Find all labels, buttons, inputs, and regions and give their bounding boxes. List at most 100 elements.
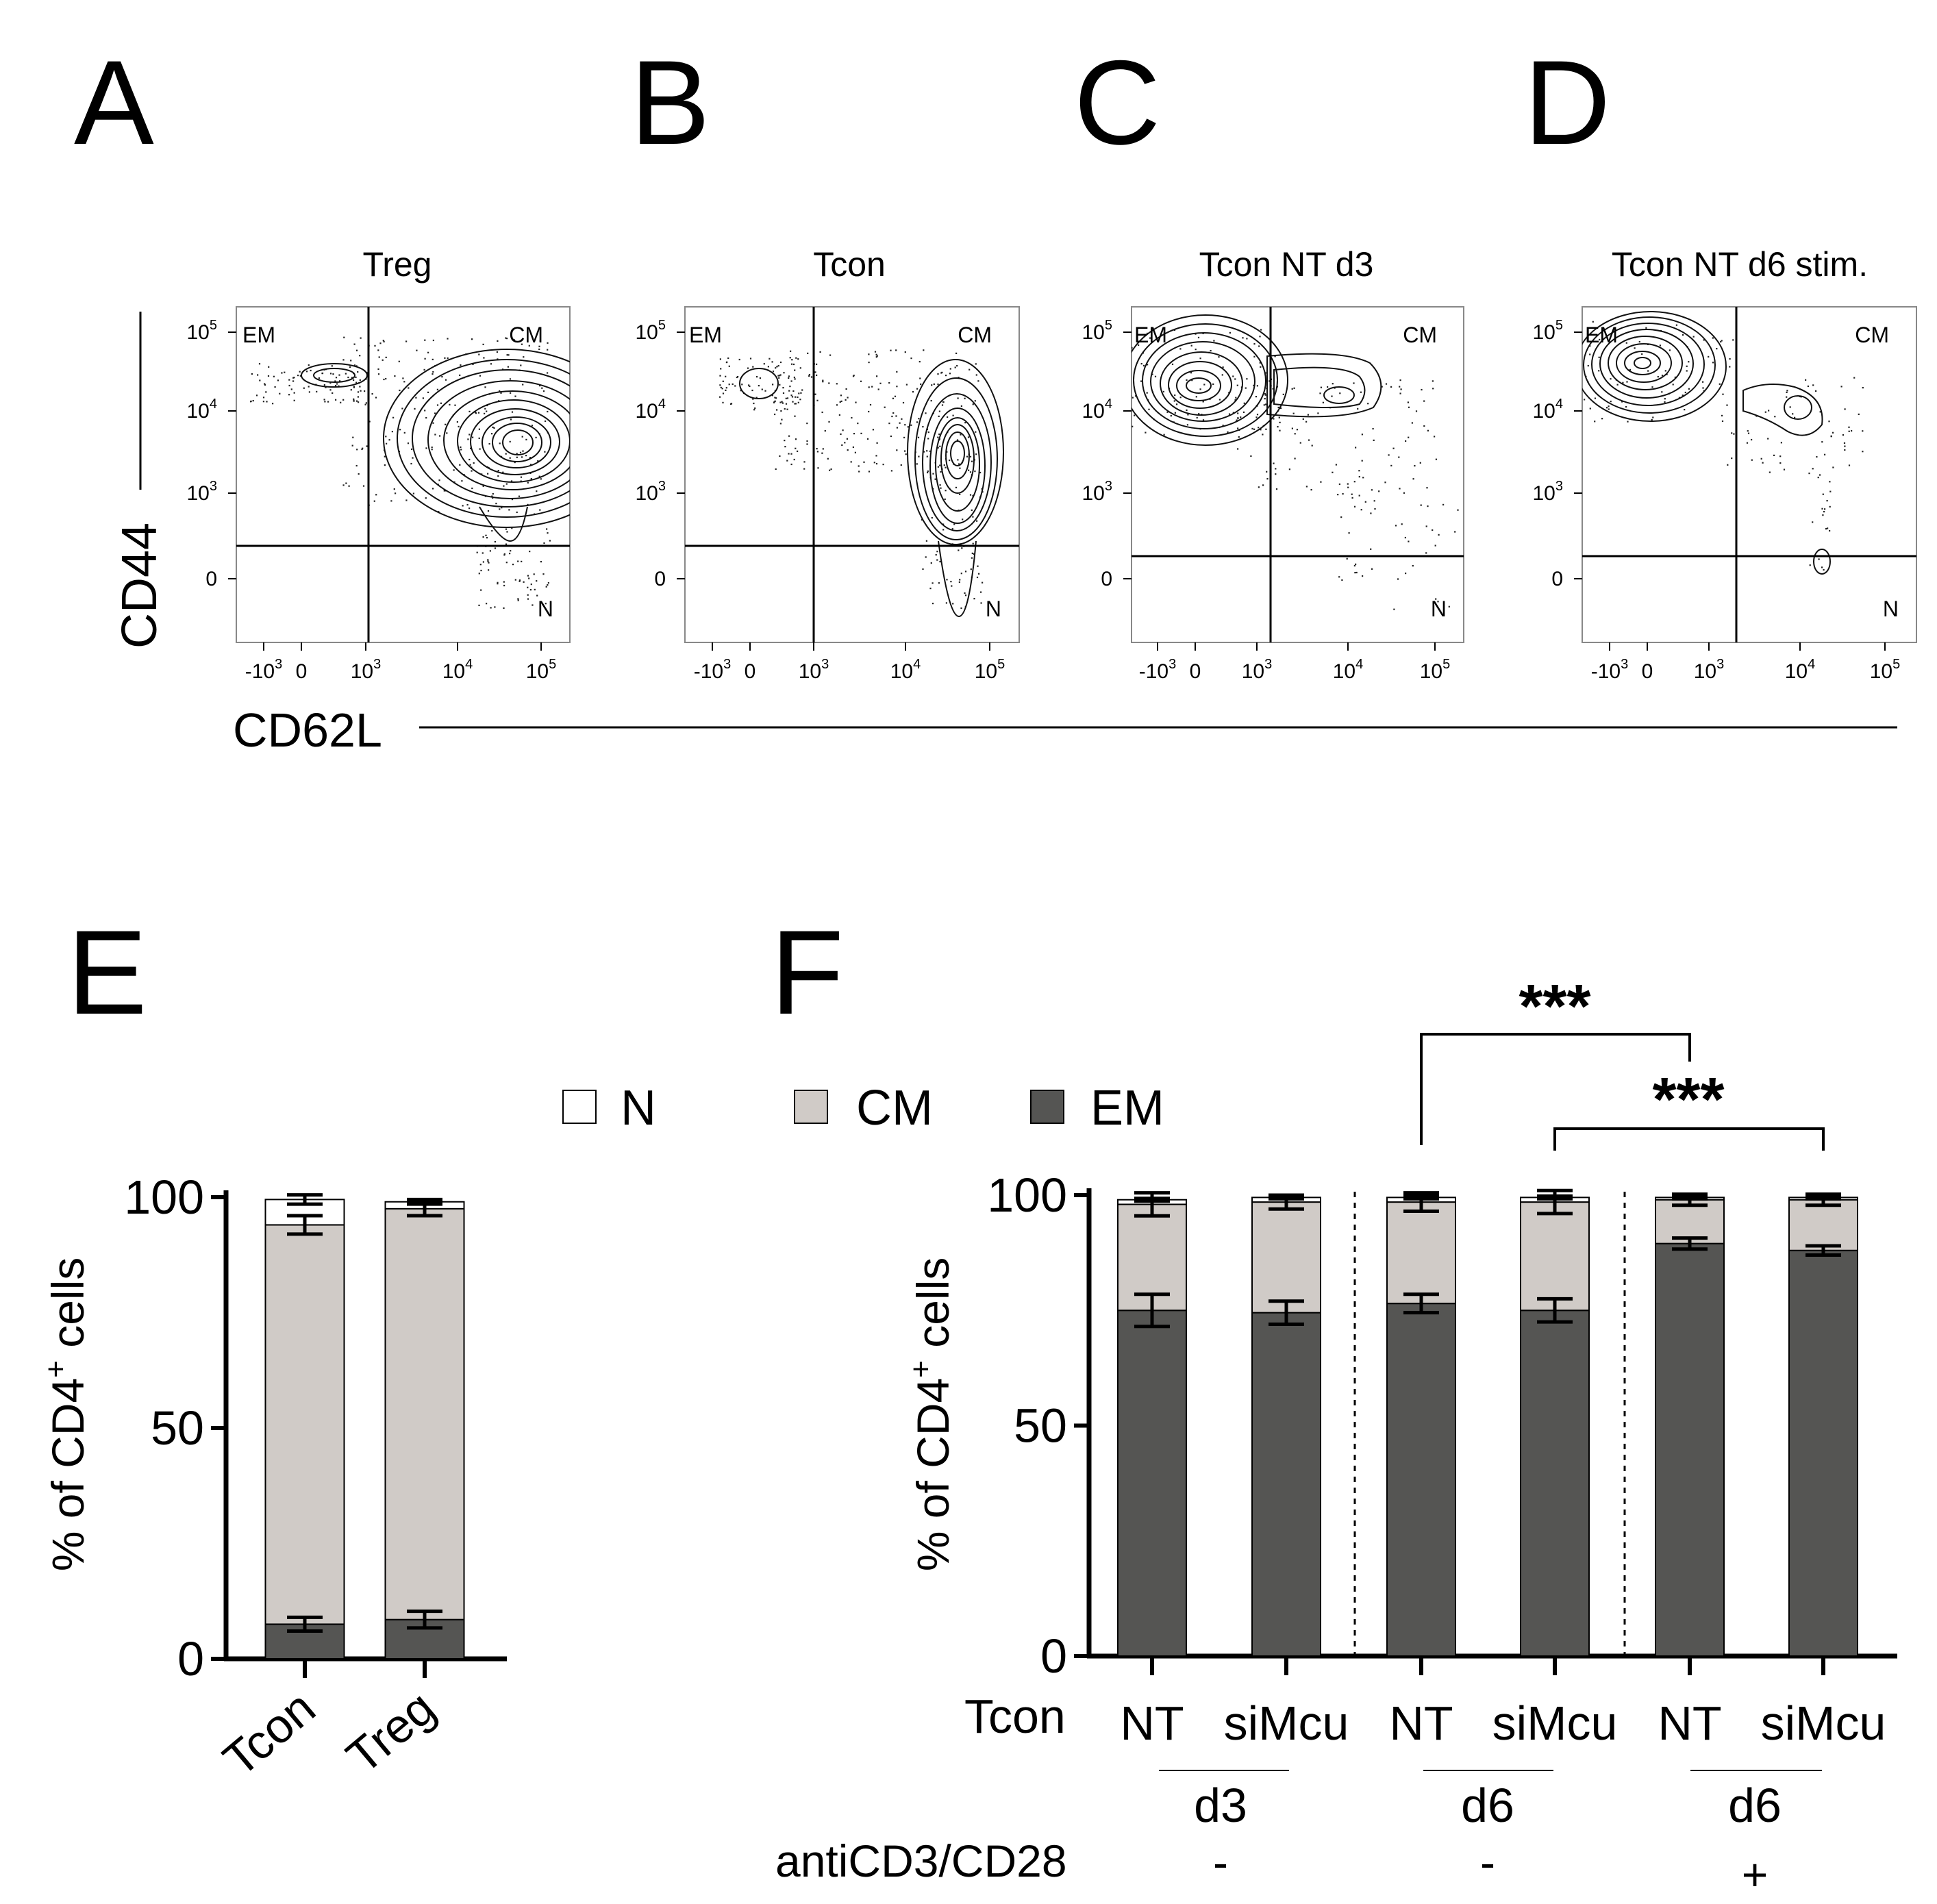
event-dot: [905, 384, 908, 386]
event-dot: [1372, 427, 1374, 430]
event-dot: [956, 365, 958, 367]
event-dot: [945, 375, 947, 377]
event-dot: [431, 447, 433, 449]
event-dot: [1348, 532, 1350, 534]
event-dot: [379, 342, 382, 345]
event-dot: [479, 448, 481, 450]
event-dot: [749, 385, 751, 388]
event-dot: [840, 394, 842, 397]
event-dot: [1712, 362, 1714, 364]
event-dot: [1825, 528, 1827, 530]
x-tick-label: Treg: [336, 1681, 445, 1784]
event-dot: [368, 421, 371, 423]
event-dot: [1774, 416, 1776, 418]
event-dot: [1385, 383, 1388, 385]
event-dot: [1236, 419, 1238, 421]
event-dot: [1819, 474, 1821, 476]
event-dot: [355, 365, 358, 367]
event-dot: [1641, 353, 1643, 355]
event-dot: [845, 388, 847, 390]
event-dot: [925, 556, 927, 558]
event-dot: [1437, 601, 1439, 603]
event-dot: [927, 438, 929, 440]
event-dot: [964, 594, 967, 597]
event-dot: [497, 581, 499, 584]
event-dot: [816, 451, 818, 453]
event-dot: [383, 378, 385, 381]
flow-x-tick-exponent: 3: [821, 657, 829, 672]
event-dot: [517, 598, 519, 600]
event-dot: [940, 471, 942, 473]
event-dot: [338, 385, 340, 387]
event-dot: [1425, 552, 1427, 554]
quadrant-label-n: N: [986, 597, 1001, 621]
event-dot: [345, 482, 347, 484]
event-dot: [521, 343, 523, 345]
event-dot: [466, 503, 468, 506]
event-dot: [1219, 399, 1221, 401]
event-dot: [377, 373, 380, 375]
event-dot: [1773, 454, 1775, 456]
y-tick-label: 0: [1040, 1629, 1067, 1683]
event-dot: [353, 400, 355, 402]
event-dot: [459, 374, 461, 376]
event-dot: [969, 494, 972, 496]
event-dot: [1399, 386, 1401, 388]
flow-ylabel: CD44: [112, 523, 167, 649]
event-dot: [970, 568, 972, 571]
event-dot: [763, 363, 765, 365]
event-dot: [1246, 378, 1248, 380]
flow-y-tick-exponent: 5: [1555, 318, 1563, 333]
event-dot: [488, 569, 490, 571]
event-dot: [458, 425, 460, 427]
error-bar-n: [1537, 1194, 1573, 1201]
event-dot: [776, 409, 778, 411]
event-dot: [547, 349, 549, 351]
quadrant-label-cm: CM: [958, 323, 992, 347]
event-dot: [868, 471, 871, 473]
event-dot: [876, 355, 878, 357]
event-dot: [308, 391, 310, 393]
event-dot: [1222, 366, 1224, 368]
event-dot: [876, 442, 878, 444]
event-dot: [468, 508, 471, 510]
event-dot: [969, 471, 972, 473]
event-dot: [1414, 465, 1416, 467]
event-dot: [1195, 349, 1197, 351]
event-dot: [1652, 416, 1654, 418]
event-dot: [752, 366, 754, 368]
event-dot: [288, 394, 290, 396]
event-dot: [377, 349, 379, 351]
event-dot: [972, 516, 974, 518]
event-dot: [1794, 416, 1796, 418]
event-dot: [931, 384, 933, 386]
event-dot: [1264, 394, 1266, 396]
event-dot: [1259, 362, 1261, 364]
event-dot: [266, 401, 268, 403]
event-dot: [467, 438, 469, 440]
event-dot: [1827, 527, 1829, 529]
event-dot: [510, 550, 512, 552]
event-dot: [1291, 427, 1293, 429]
event-dot: [494, 547, 497, 549]
event-dot: [478, 428, 480, 430]
event-dot: [353, 343, 355, 345]
event-dot: [980, 591, 982, 593]
event-dot: [1186, 424, 1188, 426]
event-dot: [415, 397, 417, 399]
event-dot: [1253, 343, 1255, 345]
event-dot: [1399, 392, 1401, 394]
event-dot: [1227, 431, 1229, 433]
flow-x-tick-exponent: 3: [1264, 657, 1272, 672]
event-dot: [1826, 500, 1828, 502]
flow-x-tick-exponent: 5: [549, 657, 556, 672]
event-dot: [781, 418, 783, 421]
event-dot: [543, 542, 545, 544]
event-dot: [1190, 345, 1192, 347]
event-dot: [797, 401, 799, 403]
bar-segment-cm: [1655, 1199, 1725, 1244]
event-dot: [516, 453, 518, 455]
event-dot: [916, 463, 918, 465]
event-dot: [345, 373, 347, 375]
event-dot: [366, 445, 368, 447]
